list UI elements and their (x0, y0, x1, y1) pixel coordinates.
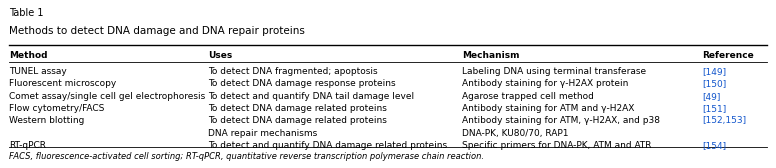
Text: To detect DNA fragmented; apoptosis: To detect DNA fragmented; apoptosis (208, 67, 378, 76)
Text: [150]: [150] (702, 79, 726, 89)
Text: Antibody staining for ATM and γ-H2AX: Antibody staining for ATM and γ-H2AX (462, 104, 634, 113)
Text: To detect and quantify DNA tail damage level: To detect and quantify DNA tail damage l… (208, 92, 414, 101)
Text: DNA repair mechanisms: DNA repair mechanisms (208, 129, 317, 138)
Text: [154]: [154] (702, 141, 726, 150)
Text: Comet assay/single cell gel electrophoresis: Comet assay/single cell gel electrophore… (9, 92, 206, 101)
Text: [151]: [151] (702, 104, 726, 113)
Text: [152,153]: [152,153] (702, 116, 747, 125)
Text: Antibody staining for γ-H2AX protein: Antibody staining for γ-H2AX protein (462, 79, 628, 89)
Text: Reference: Reference (702, 51, 754, 60)
Text: RT-qPCR: RT-qPCR (9, 141, 47, 150)
Text: Method: Method (9, 51, 48, 60)
Text: TUNEL assay: TUNEL assay (9, 67, 67, 76)
Text: Mechanism: Mechanism (462, 51, 519, 60)
Text: Uses: Uses (208, 51, 232, 60)
Text: Flow cytometry/FACS: Flow cytometry/FACS (9, 104, 105, 113)
Text: Methods to detect DNA damage and DNA repair proteins: Methods to detect DNA damage and DNA rep… (9, 26, 305, 36)
Text: [149]: [149] (702, 67, 726, 76)
Text: Antibody staining for ATM, γ-H2AX, and p38: Antibody staining for ATM, γ-H2AX, and p… (462, 116, 660, 125)
Text: [49]: [49] (702, 92, 721, 101)
Text: FACS, fluorescence-activated cell sorting; RT-qPCR, quantitative reverse transcr: FACS, fluorescence-activated cell sortin… (9, 152, 484, 161)
Text: Specific primers for DNA-PK, ATM and ATR: Specific primers for DNA-PK, ATM and ATR (462, 141, 651, 150)
Text: To detect DNA damage related proteins: To detect DNA damage related proteins (208, 116, 387, 125)
Text: Western blotting: Western blotting (9, 116, 85, 125)
Text: Fluorescent microscopy: Fluorescent microscopy (9, 79, 116, 89)
Text: Table 1: Table 1 (9, 8, 43, 18)
Text: Labeling DNA using terminal transferase: Labeling DNA using terminal transferase (462, 67, 646, 76)
Text: To detect DNA damage response proteins: To detect DNA damage response proteins (208, 79, 396, 89)
Text: To detect DNA damage related proteins: To detect DNA damage related proteins (208, 104, 387, 113)
Text: To detect and quantify DNA damage related proteins: To detect and quantify DNA damage relate… (208, 141, 447, 150)
Text: Agarose trapped cell method: Agarose trapped cell method (462, 92, 594, 101)
Text: DNA-PK, KU80/70, RAP1: DNA-PK, KU80/70, RAP1 (462, 129, 568, 138)
